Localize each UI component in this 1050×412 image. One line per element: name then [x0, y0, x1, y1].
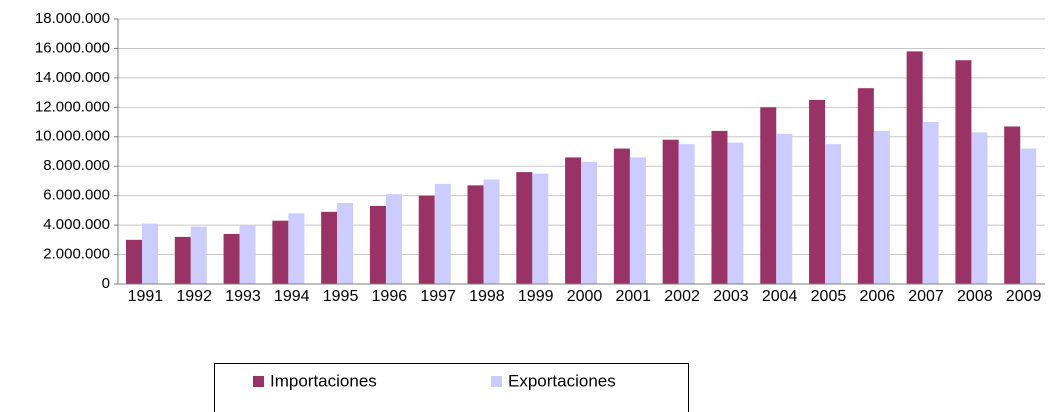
x-tick-label: 2005	[811, 288, 847, 305]
bar	[272, 220, 289, 284]
bar	[971, 132, 988, 284]
bar	[678, 144, 695, 284]
y-tick-label: 14.000.000	[35, 69, 110, 86]
bar	[532, 173, 549, 284]
bar	[337, 203, 354, 284]
x-tick-label: 1995	[323, 288, 359, 305]
bar	[857, 88, 874, 284]
y-tick-label: 10.000.000	[35, 128, 110, 145]
bar	[418, 195, 435, 284]
x-tick-label: 2004	[762, 288, 798, 305]
y-tick-label: 12.000.000	[35, 98, 110, 115]
bar	[873, 130, 890, 284]
y-tick-label: 8.000.000	[43, 157, 110, 174]
bar	[776, 133, 793, 284]
bar	[1004, 126, 1021, 284]
bar	[483, 179, 500, 284]
bar	[223, 233, 240, 284]
y-tick-label: 4.000.000	[43, 216, 110, 233]
bar	[239, 225, 256, 284]
x-tick-label: 2001	[615, 288, 651, 305]
x-tick-label: 2002	[664, 288, 700, 305]
y-tick-label: 6.000.000	[43, 187, 110, 204]
bar	[955, 60, 972, 284]
bar	[434, 183, 451, 284]
bar	[126, 239, 142, 284]
bar	[385, 194, 402, 284]
bar	[369, 205, 386, 284]
bar	[809, 99, 826, 284]
x-tick-label: 2000	[567, 288, 603, 305]
bar	[321, 211, 338, 284]
x-tick-label: 1997	[420, 288, 456, 305]
bar	[629, 157, 646, 284]
bar	[906, 51, 923, 285]
bar	[922, 122, 939, 284]
bar	[613, 148, 630, 284]
bar	[467, 185, 484, 284]
bar	[142, 223, 158, 284]
x-tick-label: 1999	[518, 288, 554, 305]
x-tick-label: 2006	[859, 288, 895, 305]
x-tick-label: 2007	[908, 288, 944, 305]
legend-box	[214, 363, 689, 412]
x-tick-label: 1994	[274, 288, 310, 305]
bar	[825, 144, 842, 284]
bar	[662, 139, 679, 284]
y-tick-label: 16.000.000	[35, 39, 110, 56]
x-tick-label: 1996	[372, 288, 408, 305]
x-tick-label: 2008	[957, 288, 993, 305]
bar	[516, 172, 533, 284]
y-tick-label: 0	[102, 275, 110, 292]
bar	[174, 236, 191, 284]
legend-label: Exportaciones	[508, 371, 616, 390]
y-tick-label: 2.000.000	[43, 246, 110, 263]
bar	[581, 161, 598, 284]
x-tick-label: 1991	[128, 288, 164, 305]
y-tick-label: 18.000.000	[35, 10, 110, 27]
x-tick-label: 2009	[1006, 288, 1042, 305]
legend-label: Importaciones	[270, 371, 377, 390]
bar	[1020, 148, 1037, 284]
bar	[727, 142, 744, 284]
x-tick-label: 1998	[469, 288, 505, 305]
legend-swatch	[253, 376, 264, 387]
x-tick-label: 1993	[225, 288, 261, 305]
bar	[711, 130, 728, 284]
x-tick-label: 1992	[176, 288, 212, 305]
x-tick-label: 2003	[713, 288, 749, 305]
legend-swatch	[491, 376, 502, 387]
bar	[288, 213, 305, 284]
bar	[565, 157, 582, 284]
bar	[190, 226, 207, 284]
bar	[760, 107, 777, 284]
